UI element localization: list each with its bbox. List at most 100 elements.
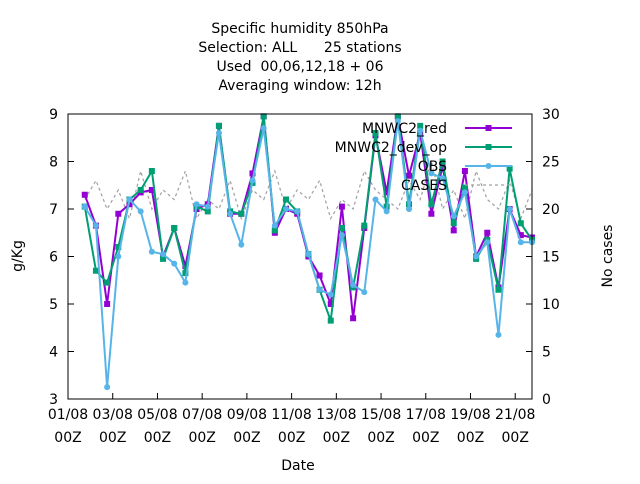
data-point	[204, 203, 211, 210]
x-tick-hour: 00Z	[412, 430, 439, 446]
series-layer	[81, 113, 535, 391]
data-point	[182, 279, 189, 286]
data-point	[372, 130, 379, 136]
data-point	[406, 206, 413, 212]
data-point	[160, 255, 167, 262]
data-point	[350, 315, 357, 322]
title-line-2: Selection: ALL 25 stations	[198, 40, 401, 56]
y2-tick-label: 5	[542, 345, 551, 361]
data-point	[271, 227, 278, 234]
data-point	[450, 227, 457, 234]
data-point	[182, 270, 189, 277]
x-tick-date: 19/08	[450, 407, 490, 423]
data-point	[215, 122, 222, 129]
data-point	[394, 118, 401, 125]
data-point	[517, 232, 524, 239]
x-tick-date: 11/08	[271, 407, 311, 423]
data-point	[506, 165, 513, 172]
data-point	[417, 127, 424, 134]
legend-label: MNWC2_dev_op	[335, 140, 447, 156]
legend-label: CASES	[401, 178, 447, 194]
data-point	[327, 317, 334, 324]
series-mnwc2-dev-op	[81, 113, 535, 324]
data-point	[238, 210, 245, 217]
legend: MNWC2_red MNWC2_dev_op OBS CASES	[335, 121, 512, 194]
data-point	[461, 168, 468, 174]
data-point	[193, 201, 200, 208]
data-point	[81, 203, 88, 210]
data-point	[104, 301, 111, 307]
data-point	[484, 229, 491, 236]
x-axis-label: Date	[281, 458, 314, 474]
data-point	[104, 384, 111, 391]
y2-tick-label: 30	[542, 107, 560, 123]
y-tick-label: 3	[49, 392, 58, 408]
data-point	[394, 113, 401, 120]
data-point	[182, 263, 189, 269]
data-point	[439, 175, 446, 182]
data-point	[171, 260, 178, 267]
data-point	[260, 125, 267, 132]
x-tick-hour: 00Z	[278, 430, 305, 446]
data-point	[283, 196, 290, 203]
x-tick-date: 21/08	[495, 407, 535, 423]
x-tick-date: 01/08	[48, 407, 88, 423]
y-tick-label: 7	[49, 202, 58, 218]
data-point	[260, 113, 267, 120]
title-line-3: Used 00,06,12,18 + 06	[217, 59, 384, 75]
series-mnwc2-red	[81, 113, 535, 322]
series-line	[84, 159, 533, 221]
data-point	[249, 177, 256, 184]
data-point	[461, 184, 468, 191]
data-point	[350, 282, 357, 288]
data-point	[517, 239, 524, 246]
y-tick-label: 5	[49, 297, 58, 313]
x-tick-date: 05/08	[137, 407, 177, 423]
title-line-1: Specific humidity 850hPa	[211, 21, 388, 37]
x-tick-date: 09/08	[227, 407, 267, 423]
data-point	[461, 189, 468, 196]
data-point	[338, 225, 345, 231]
x-tick-hour: 00Z	[457, 430, 484, 446]
legend-label: OBS	[418, 159, 447, 175]
x-tick-hour: 00Z	[323, 430, 350, 446]
y2-tick-label: 0	[542, 392, 551, 408]
data-point	[361, 289, 368, 296]
data-point	[137, 208, 144, 215]
legend-item: MNWC2_dev_op	[335, 140, 512, 156]
data-point	[428, 210, 435, 217]
y-tick-label: 9	[49, 107, 58, 123]
x-tick-hour: 00Z	[99, 430, 126, 446]
data-point	[238, 241, 245, 248]
x-tick-date: 17/08	[406, 407, 446, 423]
data-point	[372, 196, 379, 203]
title-line-4: Averaging window: 12h	[218, 78, 381, 94]
y2-tick-label: 10	[542, 297, 560, 313]
data-point	[249, 170, 256, 177]
x-tick-date: 03/08	[93, 407, 133, 423]
data-point	[495, 331, 502, 338]
data-point	[428, 201, 435, 208]
x-tick-hour: 00Z	[54, 430, 81, 446]
data-point	[305, 251, 312, 258]
x-tick-date: 15/08	[361, 407, 401, 423]
chart-title: Specific humidity 850hPa Selection: ALL …	[198, 21, 401, 94]
data-point	[92, 222, 99, 229]
data-point	[450, 213, 457, 220]
data-point	[227, 210, 234, 217]
data-point	[92, 267, 99, 274]
axes-ticks: 3 4 5 6 7 8 9 0 5 10 15 20 25 30 01/08 00Z 03/08 00Z 05/08…	[48, 107, 560, 446]
data-point	[148, 248, 155, 255]
data-point	[81, 191, 88, 198]
y-tick-label: 6	[49, 250, 58, 266]
y2-tick-label: 25	[542, 155, 560, 171]
x-tick-hour: 00Z	[502, 430, 529, 446]
data-point	[104, 279, 111, 286]
legend-marker	[485, 125, 492, 131]
legend-item: MNWC2_red	[362, 121, 512, 137]
legend-marker	[485, 163, 492, 169]
data-point	[137, 187, 144, 193]
data-point	[506, 206, 513, 212]
